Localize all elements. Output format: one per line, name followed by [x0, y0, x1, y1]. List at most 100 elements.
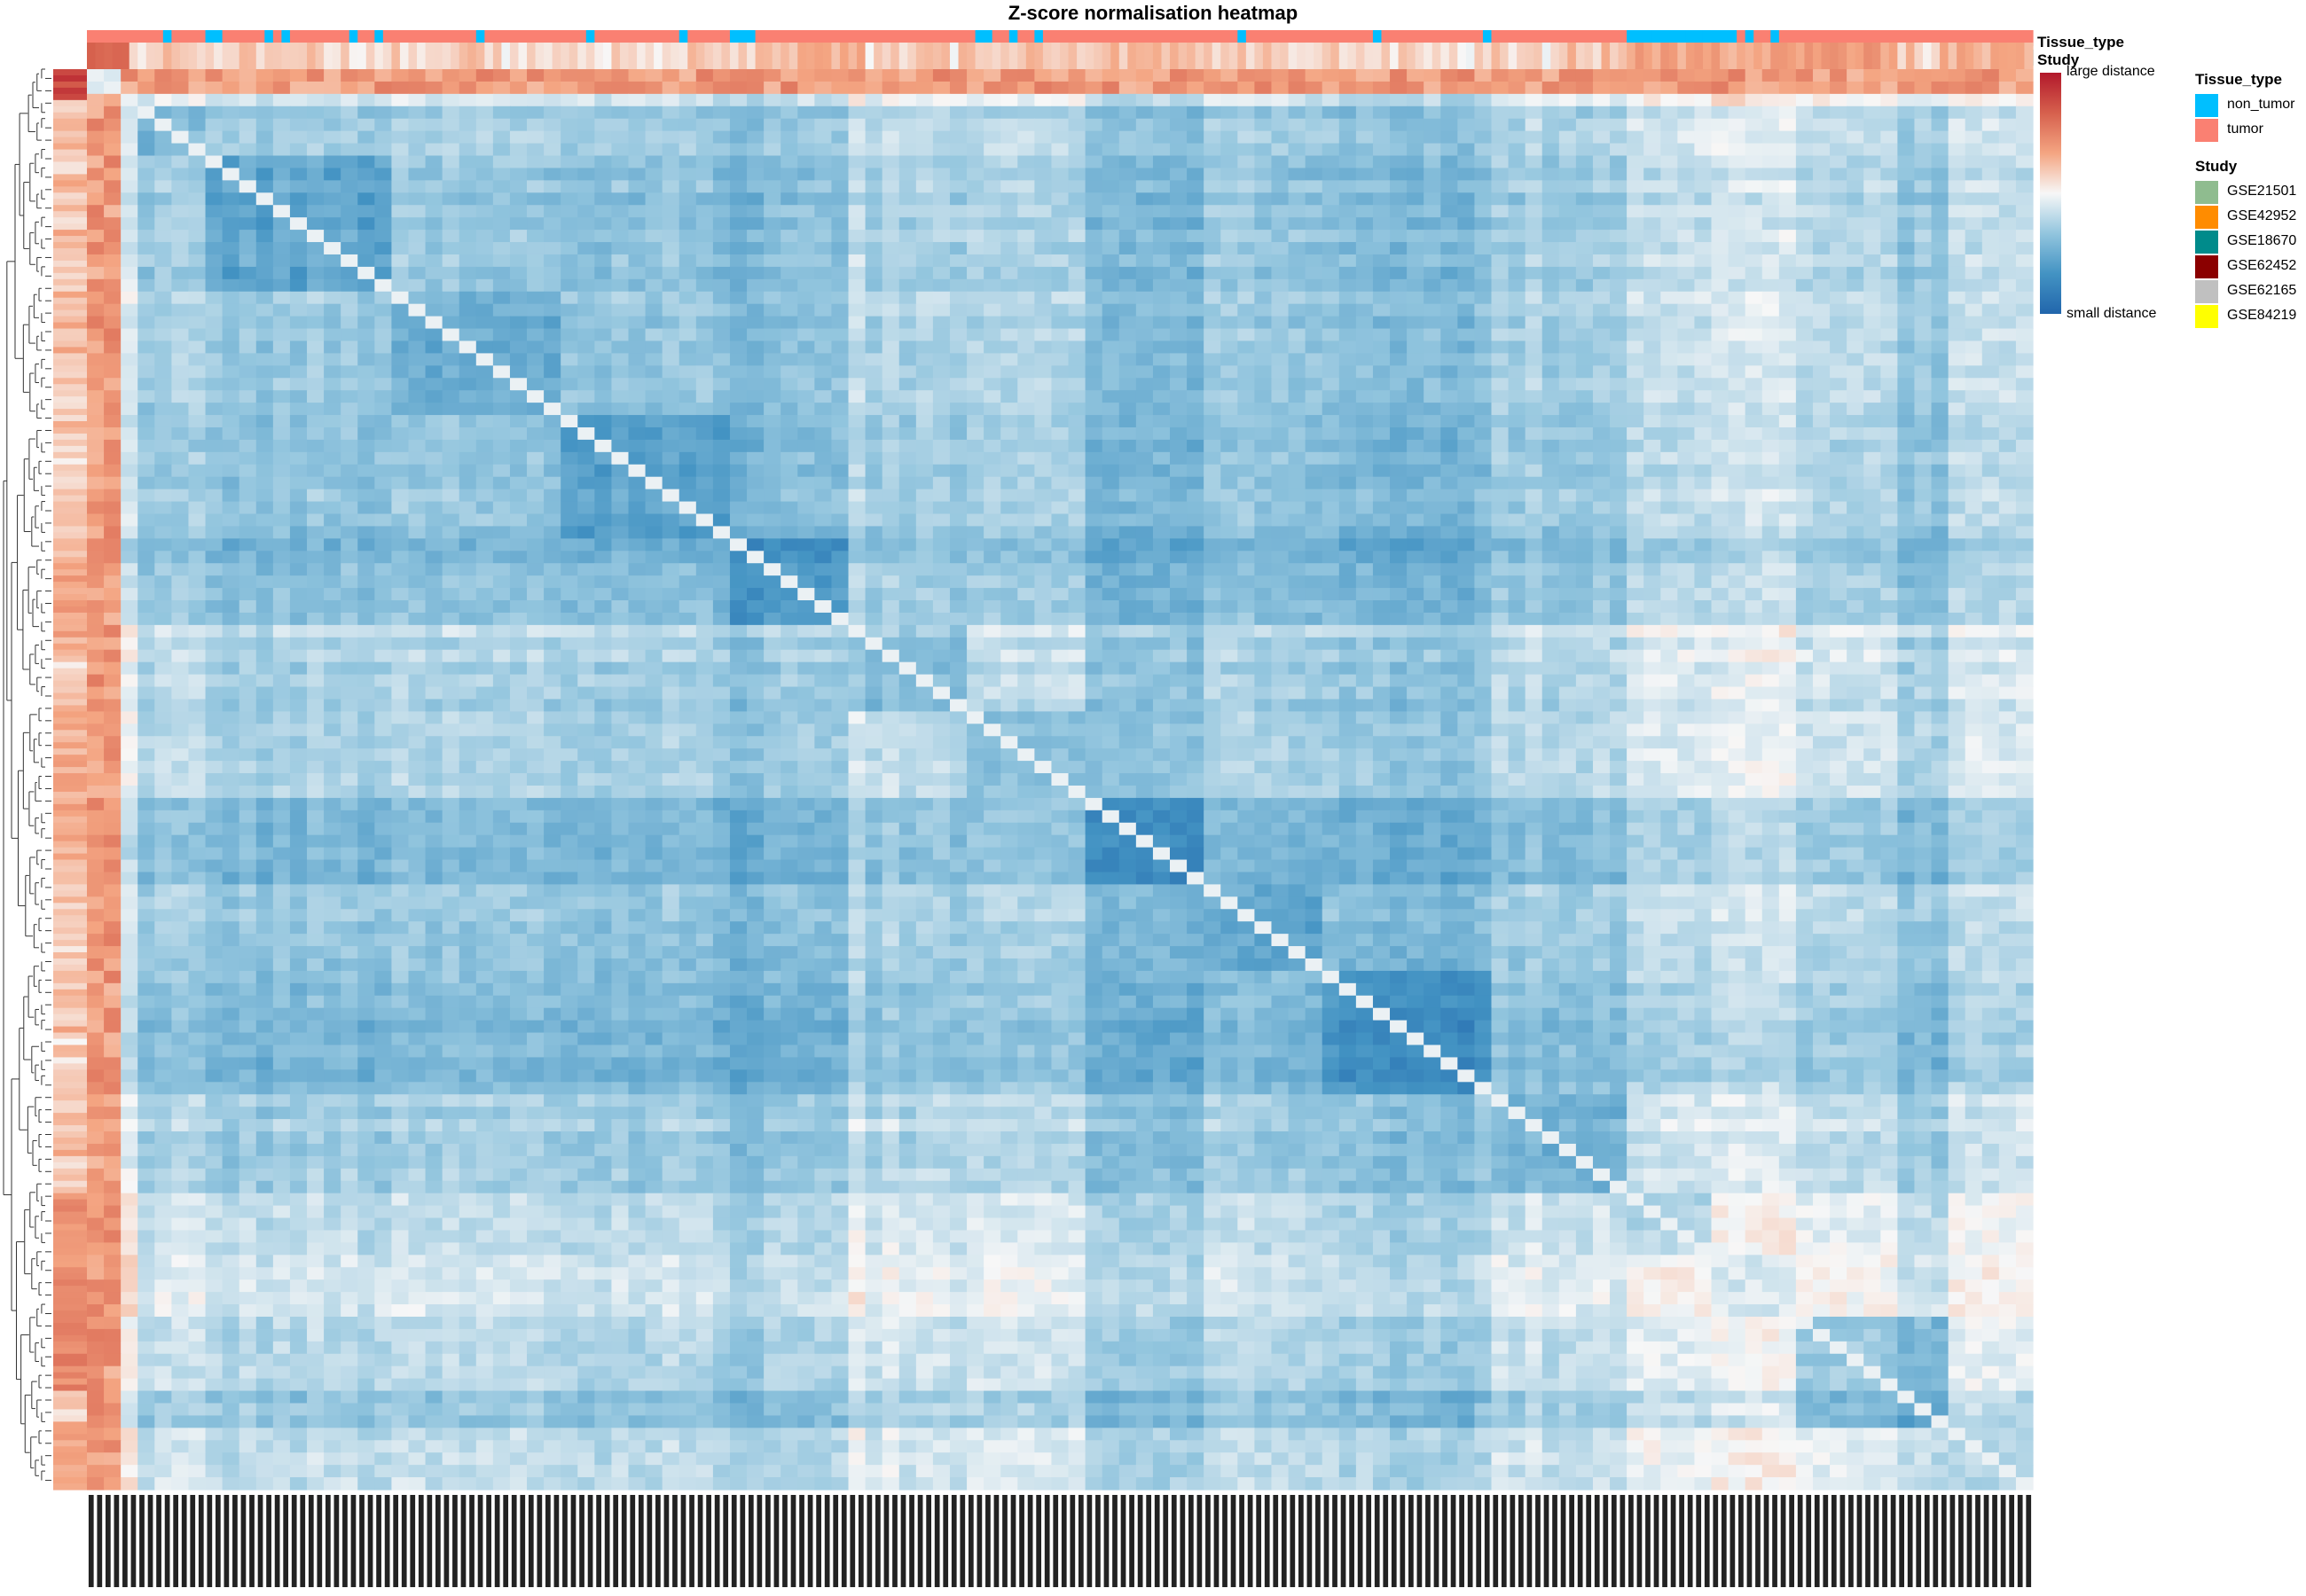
heatmap-cell: [1491, 93, 1510, 107]
heatmap-cell: [594, 106, 613, 120]
heatmap-cell: [1643, 390, 1661, 403]
heatmap-cell: [1592, 155, 1611, 169]
heatmap-cell: [104, 69, 122, 82]
heatmap-cell: [865, 254, 883, 268]
heatmap-cell: [1847, 415, 1864, 428]
heatmap-cell: [1068, 353, 1086, 366]
heatmap-cell: [1812, 390, 1831, 403]
heatmap-cell: [289, 353, 308, 366]
tissue-annotation-cell: [1745, 30, 1754, 46]
heatmap-cell: [1847, 365, 1864, 379]
heatmap-cell: [1102, 217, 1120, 231]
heatmap-cell: [645, 464, 663, 478]
heatmap-cell: [1407, 192, 1424, 206]
heatmap-cell: [1474, 464, 1493, 478]
heatmap-cell: [1897, 353, 1916, 366]
heatmap-cell: [341, 217, 358, 231]
heatmap-cell: [1525, 378, 1543, 391]
heatmap-cell: [154, 365, 172, 379]
heatmap-cell: [1440, 230, 1458, 243]
heatmap-cell: [1508, 415, 1526, 428]
heatmap-cell: [814, 266, 833, 280]
heatmap-cell: [577, 192, 595, 206]
heatmap-cell: [865, 192, 883, 206]
heatmap-cell: [307, 106, 325, 120]
heatmap-cell: [1372, 291, 1391, 305]
heatmap-cell: [814, 217, 833, 231]
heatmap-cell: [1204, 143, 1221, 157]
heatmap-cell: [1220, 303, 1238, 317]
tissue-annotation-cell: [1482, 30, 1493, 46]
heatmap-cell: [1288, 291, 1306, 305]
heatmap-cell: [1863, 316, 1881, 330]
heatmap-cell: [1338, 143, 1357, 157]
heatmap-cell: [509, 476, 528, 490]
heatmap-cell: [1068, 476, 1086, 490]
heatmap-cell: [205, 130, 224, 145]
heatmap-cell: [544, 205, 561, 218]
heatmap-cell: [848, 192, 867, 206]
heatmap-cell: [1187, 464, 1204, 478]
heatmap-cell: [645, 143, 663, 157]
heatmap-cell: [780, 180, 798, 193]
heatmap-cell: [1525, 81, 1543, 95]
heatmap-cell: [865, 464, 883, 478]
heatmap-cell: [932, 426, 951, 441]
heatmap-cell: [1288, 451, 1306, 466]
heatmap-cell: [121, 451, 138, 466]
heatmap-cell: [1237, 106, 1255, 120]
heatmap-cell: [1440, 205, 1458, 218]
heatmap-cell: [594, 291, 613, 305]
heatmap-cell: [544, 353, 561, 366]
heatmap-cell: [1135, 93, 1154, 107]
heatmap-cell: [171, 155, 190, 169]
heatmap-cell: [1508, 130, 1526, 145]
heatmap-cell: [594, 180, 613, 193]
heatmap-cell: [2015, 266, 2034, 280]
heatmap-cell: [1677, 168, 1696, 181]
heatmap-cell: [915, 390, 934, 403]
heatmap-cell: [848, 69, 867, 82]
heatmap-cell: [898, 130, 917, 145]
heatmap-cell: [678, 415, 697, 428]
heatmap-cell: [831, 476, 850, 490]
heatmap-cell: [831, 439, 850, 453]
chart-title: Z-score normalisation heatmap: [1008, 2, 1298, 24]
heatmap-cell: [577, 254, 595, 268]
heatmap-cell: [1677, 390, 1696, 403]
heatmap-cell: [797, 415, 815, 428]
heatmap-cell: [475, 118, 494, 132]
heatmap-cell: [408, 378, 427, 391]
heatmap-cell: [475, 340, 494, 354]
heatmap-cell: [1643, 254, 1661, 268]
heatmap-cell: [1897, 69, 1916, 82]
heatmap-cell: [865, 242, 883, 255]
heatmap-cell: [1610, 106, 1628, 120]
heatmap-cell: [678, 69, 697, 82]
heatmap-cell: [882, 451, 900, 466]
heatmap-cell: [1000, 180, 1018, 193]
heatmap-cell: [509, 403, 528, 416]
heatmap-cell: [1390, 353, 1408, 366]
heatmap-cell: [611, 303, 630, 317]
heatmap-cell: [527, 278, 545, 293]
heatmap-cell: [87, 353, 105, 366]
heatmap-cell: [1355, 205, 1374, 218]
heatmap-cell: [374, 205, 393, 218]
heatmap-cell: [272, 130, 291, 145]
heatmap-cell: [1981, 476, 2000, 490]
heatmap-cell: [1998, 316, 2017, 330]
heatmap-cell: [1677, 143, 1696, 157]
heatmap-cell: [154, 266, 172, 280]
heatmap-cell: [729, 278, 748, 293]
heatmap-cell: [1322, 340, 1340, 354]
heatmap-cell: [459, 106, 477, 120]
heatmap-cell: [1000, 230, 1018, 243]
heatmap-cell: [1880, 106, 1898, 120]
heatmap-cell: [1965, 426, 1983, 441]
heatmap-cell: [1830, 81, 1847, 95]
heatmap-cell: [1694, 464, 1713, 478]
heatmap-cell: [1000, 451, 1018, 466]
heatmap-cell: [137, 464, 155, 478]
heatmap-cell: [1000, 266, 1018, 280]
